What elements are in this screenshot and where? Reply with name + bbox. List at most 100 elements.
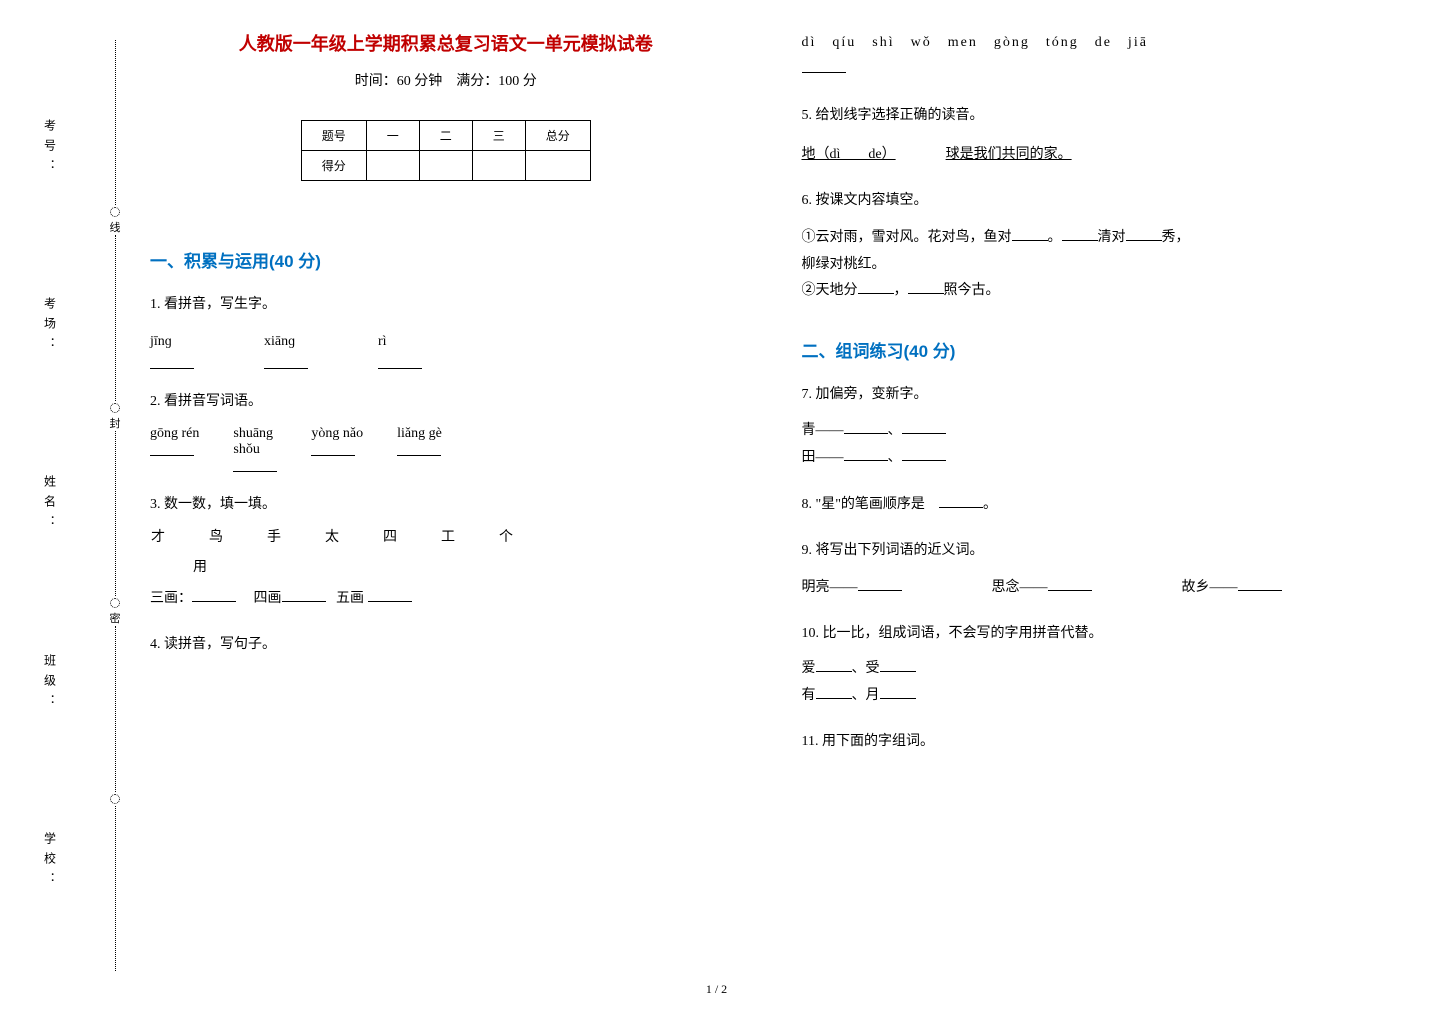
exam-timing: 时间：60 分钟 满分：100 分 — [150, 70, 742, 90]
answer-blank[interactable] — [368, 588, 412, 602]
question-9: 9. 将写出下列词语的近义词。 明亮—— 思念—— 故乡—— — [802, 538, 1394, 601]
answer-blank[interactable] — [233, 458, 277, 472]
q2-item: gōng rén — [150, 426, 199, 456]
q3-char: 用 — [192, 555, 208, 582]
binding-mark: 封 — [110, 415, 121, 431]
q2-item: shuāng shǒu — [233, 426, 277, 472]
label-banji: 班级： — [42, 654, 59, 714]
binding-segment — [115, 626, 116, 791]
answer-blank[interactable] — [844, 420, 888, 434]
q9-label: 思念—— — [992, 580, 1048, 595]
question-4-pinyin: dì qíu shì wǒ men gòng tóng de jiā — [802, 30, 1394, 83]
question-11: 11. 用下面的字组词。 — [802, 729, 1394, 756]
q5-rest: 球是我们共同的家。 — [946, 147, 1072, 162]
th: 总分 — [525, 121, 590, 151]
answer-blank[interactable] — [816, 658, 852, 672]
q7-sep: 、 — [888, 450, 902, 465]
binding-circle — [110, 403, 120, 413]
q7-label: 田—— — [802, 450, 844, 465]
q2-pinyin: shuāng — [233, 426, 273, 442]
table-row: 题号 一 二 三 总分 — [301, 121, 590, 151]
answer-blank[interactable] — [1012, 227, 1048, 241]
score-table: 题号 一 二 三 总分 得分 — [301, 120, 591, 181]
q7-label: 青—— — [802, 423, 844, 438]
answer-blank[interactable] — [192, 588, 236, 602]
th-label: 题号 — [301, 121, 366, 151]
question-6: 6. 按课文内容填空。 ①云对雨，雪对风。花对鸟，鱼对。清对秀， 柳绿对桃红。 … — [802, 188, 1394, 304]
question-2: 2. 看拼音写词语。 gōng rén shuāng shǒu — [150, 389, 742, 472]
q6-text: ②天地分 — [802, 283, 858, 298]
answer-blank[interactable] — [150, 355, 194, 369]
answer-blank[interactable] — [844, 447, 888, 461]
q3-char: 工 — [440, 525, 456, 552]
q10-char: 、月 — [852, 688, 880, 703]
th: 三 — [472, 121, 525, 151]
td — [525, 151, 590, 181]
q10-char: 有 — [802, 688, 816, 703]
label-kaochang: 考场： — [42, 297, 59, 357]
answer-blank[interactable] — [858, 577, 902, 591]
answer-blank[interactable] — [880, 658, 916, 672]
question-5: 5. 给划线字选择正确的读音。 地（dì de） 球是我们共同的家。 — [802, 103, 1394, 168]
question-4: 4. 读拼音，写句子。 — [150, 632, 742, 659]
q6-text: 柳绿对桃红。 — [802, 252, 1394, 279]
question-10: 10. 比一比，组成词语，不会写的字用拼音代替。 爱 、受 有 、月 — [802, 621, 1394, 709]
q7-sep: 、 — [888, 423, 902, 438]
q10-char: 、受 — [852, 661, 880, 676]
q2-prompt: 2. 看拼音写词语。 — [150, 389, 742, 416]
q11-prompt: 11. 用下面的字组词。 — [802, 729, 1394, 756]
answer-blank[interactable] — [902, 420, 946, 434]
q7-prompt: 7. 加偏旁，变新字。 — [802, 382, 1394, 409]
answer-blank[interactable] — [858, 280, 894, 294]
q3-char: 手 — [266, 525, 282, 552]
q5-char: 地 — [802, 147, 816, 162]
q2-pinyin: yòng nǎo — [311, 426, 363, 442]
answer-blank[interactable] — [311, 442, 355, 456]
q8-suffix: 。 — [983, 497, 997, 512]
answer-blank[interactable] — [397, 442, 441, 456]
q2-pinyin: gōng rén — [150, 426, 199, 442]
q5-prompt: 5. 给划线字选择正确的读音。 — [802, 103, 1394, 130]
th: 一 — [366, 121, 419, 151]
td — [366, 151, 419, 181]
q3-char: 鸟 — [208, 525, 224, 552]
binding-circle — [110, 598, 120, 608]
answer-blank[interactable] — [902, 447, 946, 461]
answer-blank[interactable] — [880, 685, 916, 699]
q3-char: 个 — [498, 525, 514, 552]
answer-blank[interactable] — [1062, 227, 1098, 241]
answer-blank[interactable] — [1126, 227, 1162, 241]
q10-prompt: 10. 比一比，组成词语，不会写的字用拼音代替。 — [802, 621, 1394, 648]
question-3: 3. 数一数，填一填。 才 鸟 手 太 四 工 个 用 三画： 四画 五画 — [150, 492, 742, 612]
q1-item: jīnɡ — [150, 329, 194, 370]
q3-label: 四画 — [254, 591, 282, 606]
q3-char: 四 — [382, 525, 398, 552]
left-column: 人教版一年级上学期积累总复习语文一单元模拟试卷 时间：60 分钟 满分：100 … — [150, 30, 742, 1011]
q5-choices[interactable]: （dì de） — [816, 147, 896, 162]
answer-blank[interactable] — [1048, 577, 1092, 591]
binding-circle — [110, 794, 120, 804]
answer-blank[interactable] — [802, 59, 846, 73]
answer-blank[interactable] — [378, 355, 422, 369]
answer-blank[interactable] — [264, 355, 308, 369]
table-row: 得分 — [301, 151, 590, 181]
binding-segment — [115, 431, 116, 596]
td — [472, 151, 525, 181]
q6-text: 秀， — [1162, 230, 1190, 245]
answer-blank[interactable] — [908, 280, 944, 294]
q6-text: ， — [894, 283, 908, 298]
answer-blank[interactable] — [282, 588, 326, 602]
q9-label: 明亮—— — [802, 580, 858, 595]
answer-blank[interactable] — [1238, 577, 1282, 591]
q9-prompt: 9. 将写出下列词语的近义词。 — [802, 538, 1394, 565]
label-xingming: 姓名： — [42, 475, 59, 535]
q3-char: 太 — [324, 525, 340, 552]
q10-char: 爱 — [802, 661, 816, 676]
binding-mark: 密 — [110, 610, 121, 626]
answer-blank[interactable] — [816, 685, 852, 699]
answer-blank[interactable] — [150, 442, 194, 456]
q1-pinyin: rì — [378, 329, 387, 356]
td — [419, 151, 472, 181]
answer-blank[interactable] — [939, 494, 983, 508]
q2-item: yòng nǎo — [311, 426, 363, 456]
